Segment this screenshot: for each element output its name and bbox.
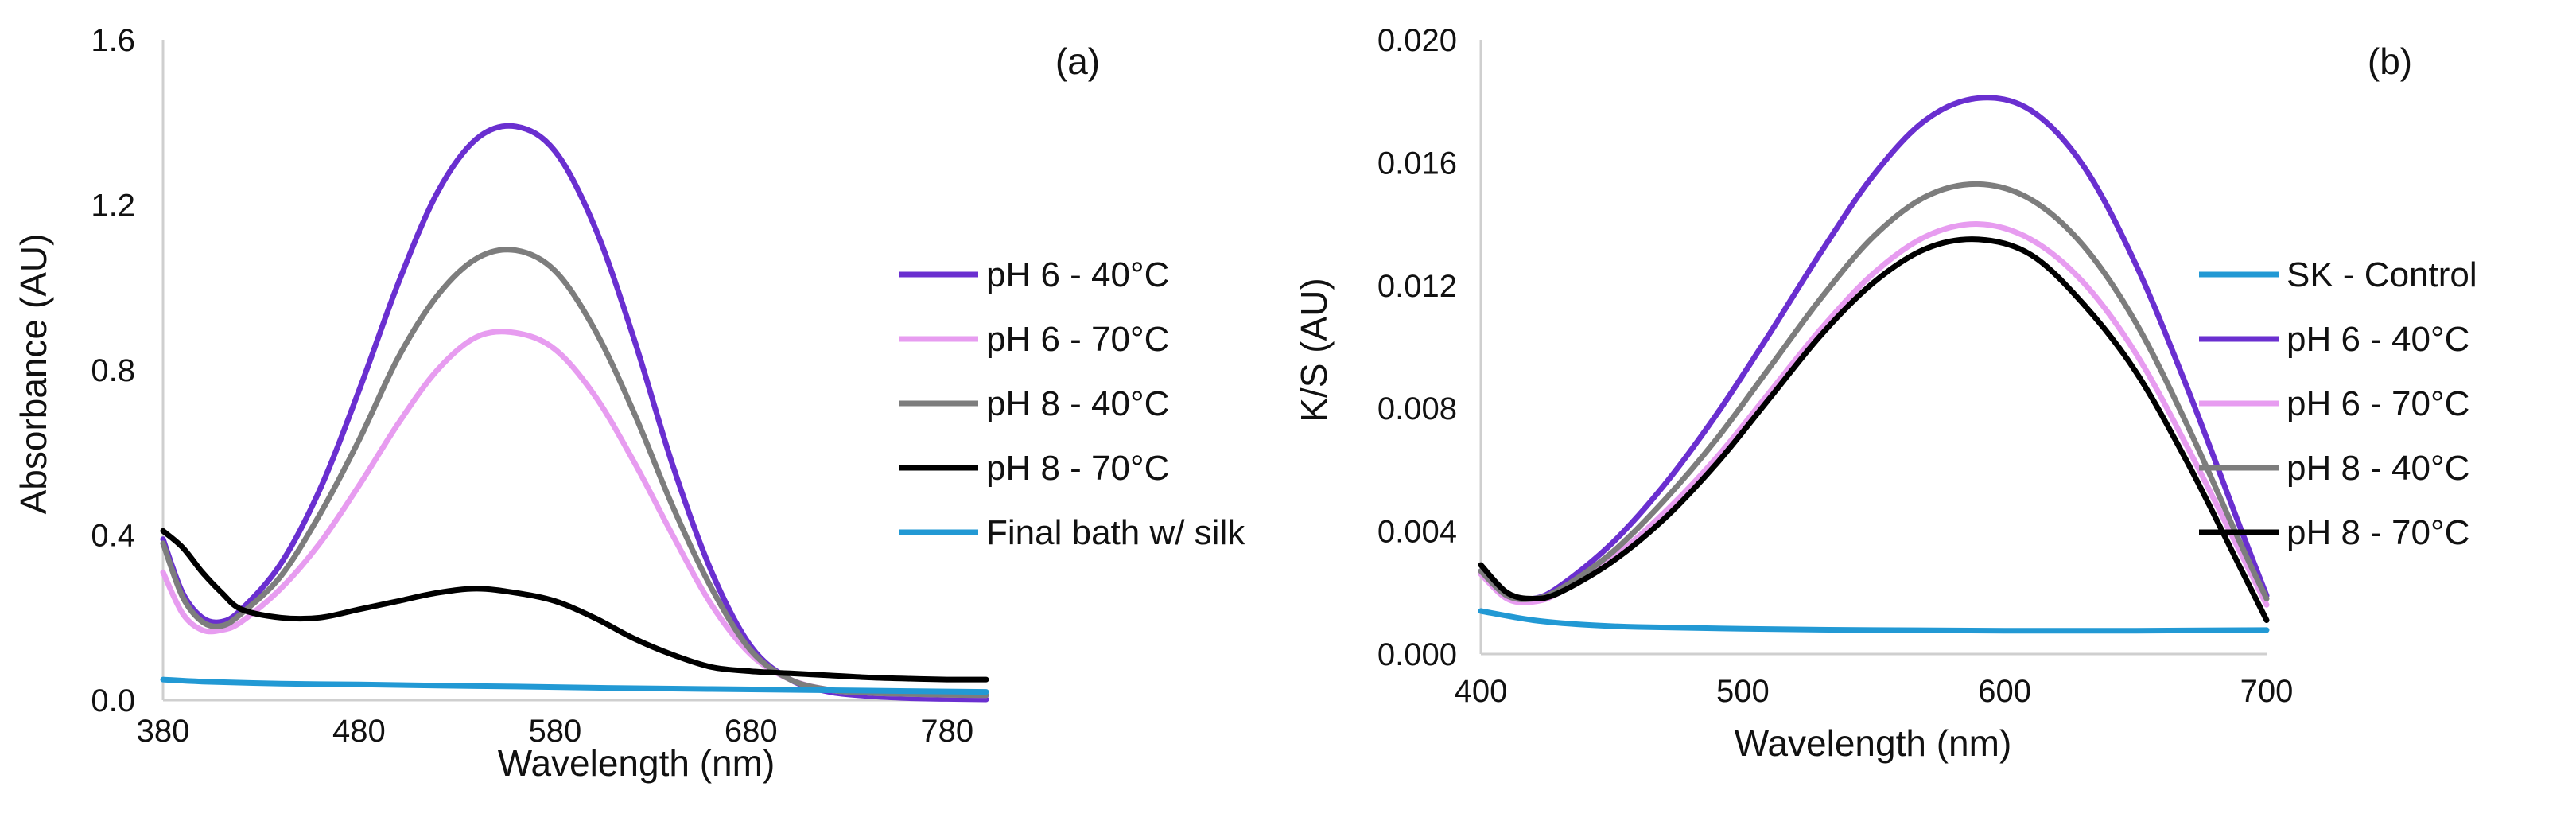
- legend-label: pH 6 - 40°C: [2287, 320, 2469, 359]
- legend-item: Final bath w/ silk: [899, 513, 1245, 552]
- legend-label: pH 8 - 40°C: [986, 384, 1169, 423]
- y-tick-label: 0.0: [91, 683, 135, 718]
- legend-label: pH 8 - 40°C: [2287, 449, 2469, 488]
- legend-item: pH 8 - 40°C: [899, 384, 1169, 423]
- x-tick-label: 780: [920, 714, 973, 749]
- series-line-a-4: [160, 676, 989, 695]
- x-tick-label: 400: [1455, 674, 1508, 709]
- x-axis-label-b: Wavelength (nm): [1735, 722, 2012, 764]
- series-line-a-0: [160, 123, 989, 703]
- x-tick-label: 380: [137, 714, 190, 749]
- y-tick-label: 0.4: [91, 519, 135, 554]
- legend-item: pH 8 - 40°C: [2199, 449, 2469, 488]
- y-tick-label: 0.004: [1377, 515, 1457, 550]
- chart-panel-a: 0.0 0.4 0.8 1.2 1.6 380 480 580 680 780 (a) Wave…: [13, 23, 1245, 784]
- series-line-a-1: [160, 329, 989, 699]
- chart-panel-b: 0.000 0.004 0.008 0.012 0.016 0.020 400 500 600…: [1293, 23, 2477, 764]
- legend-item: pH 8 - 70°C: [899, 449, 1169, 488]
- x-tick-label: 700: [2240, 674, 2294, 709]
- series-line-b-4: [1478, 236, 2270, 623]
- legend-item: SK - Control: [2199, 255, 2477, 294]
- legend-item: pH 6 - 70°C: [2199, 384, 2469, 423]
- legend-label: pH 6 - 40°C: [986, 255, 1169, 294]
- y-tick-label: 0.020: [1377, 23, 1457, 58]
- y-tick-label: 1.2: [91, 189, 135, 224]
- series-line-b-3: [1478, 181, 2270, 602]
- x-tick-label: 600: [1978, 674, 2031, 709]
- legend-label: pH 8 - 70°C: [986, 449, 1169, 488]
- series-line-a-2: [160, 247, 989, 699]
- x-tick-label: 500: [1716, 674, 1770, 709]
- x-tick-label: 580: [528, 714, 581, 749]
- legend-label: pH 8 - 70°C: [2287, 513, 2469, 552]
- legend-label: pH 6 - 70°C: [986, 320, 1169, 359]
- y-tick-label: 0.016: [1377, 146, 1457, 181]
- legend-label: pH 6 - 70°C: [2287, 384, 2469, 423]
- panel-label-a: (a): [1055, 41, 1100, 82]
- legend-label: SK - Control: [2287, 255, 2477, 294]
- y-tick-label: 1.6: [91, 23, 135, 58]
- x-tick-label: 680: [725, 714, 778, 749]
- y-axis-label-b: K/S (AU): [1293, 278, 1335, 422]
- y-tick-label: 0.000: [1377, 637, 1457, 672]
- series-line-a-3: [160, 528, 989, 683]
- x-axis-label-a: Wavelength (nm): [498, 742, 775, 784]
- legend-item: pH 8 - 70°C: [2199, 513, 2469, 552]
- y-axis-label-a: Absorbance (AU): [13, 234, 54, 515]
- series-line-b-1: [1478, 95, 2270, 603]
- series-line-b-0: [1478, 608, 2270, 634]
- y-tick-label: 0.8: [91, 353, 135, 388]
- panel-label-b: (b): [2368, 41, 2412, 82]
- legend-item: pH 6 - 40°C: [2199, 320, 2469, 359]
- legend-label: Final bath w/ silk: [986, 513, 1245, 552]
- y-tick-label: 0.012: [1377, 269, 1457, 304]
- y-tick-label: 0.008: [1377, 391, 1457, 426]
- legend-item: pH 6 - 40°C: [899, 255, 1169, 294]
- legend-item: pH 6 - 70°C: [899, 320, 1169, 359]
- x-tick-label: 480: [332, 714, 386, 749]
